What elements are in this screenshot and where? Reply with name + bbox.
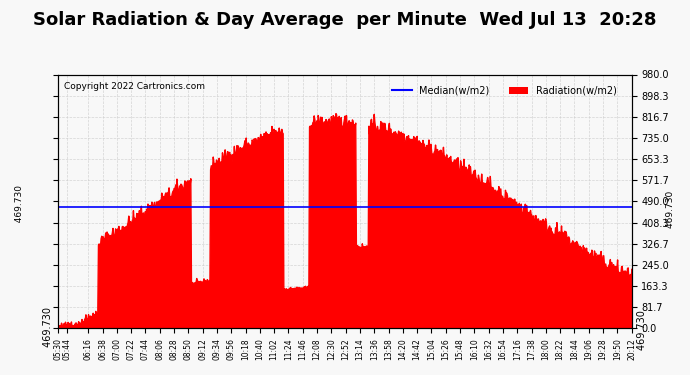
Text: 469.730: 469.730	[43, 307, 52, 350]
Text: 469.730: 469.730	[638, 307, 647, 350]
Legend: Median(w/m2), Radiation(w/m2): Median(w/m2), Radiation(w/m2)	[388, 82, 621, 100]
Text: 469.730: 469.730	[15, 185, 24, 228]
Text: 469.730: 469.730	[666, 185, 675, 228]
Text: Solar Radiation & Day Average  per Minute  Wed Jul 13  20:28: Solar Radiation & Day Average per Minute…	[33, 11, 657, 29]
Text: Copyright 2022 Cartronics.com: Copyright 2022 Cartronics.com	[64, 82, 205, 91]
